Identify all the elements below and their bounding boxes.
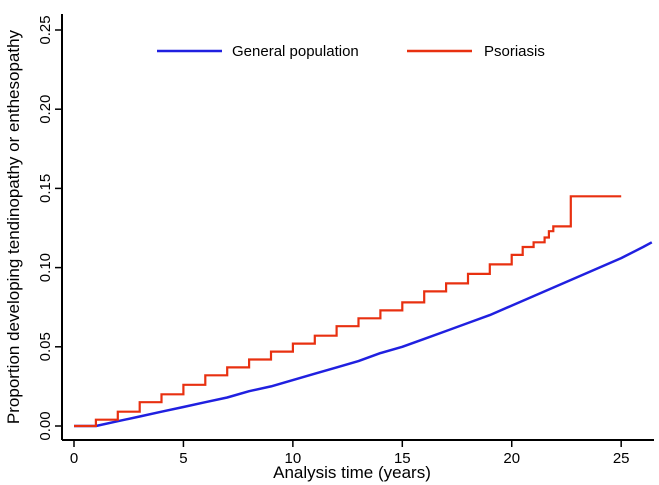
y-tick-label: 0.05 xyxy=(37,332,54,361)
y-tick-label: 0.20 xyxy=(37,95,54,124)
series-line-psoriasis xyxy=(74,195,622,428)
series-line-general-population xyxy=(74,241,653,428)
y-ticks: 0.00 0.05 0.10 0.15 0.20 0.25 xyxy=(37,15,62,441)
y-tick-label: 0.15 xyxy=(37,174,54,203)
x-tick-label: 10 xyxy=(285,450,302,467)
x-tick-label: 15 xyxy=(394,450,411,467)
x-tick-label: 5 xyxy=(179,450,187,467)
y-tick-label: 0.00 xyxy=(37,411,54,440)
legend-label-general-population: General population xyxy=(232,43,359,60)
y-axis-title: Proportion developing tendinopathy or en… xyxy=(4,29,23,424)
x-tick-label: 0 xyxy=(70,450,78,467)
legend-label-psoriasis: Psoriasis xyxy=(484,43,545,60)
y-tick-label: 0.10 xyxy=(37,253,54,282)
legend: General population Psoriasis xyxy=(157,43,545,60)
x-tick-label: 25 xyxy=(613,450,630,467)
series-layer xyxy=(74,195,653,428)
x-axis-title: Analysis time (years) xyxy=(273,463,431,482)
x-ticks: 0 5 10 15 20 25 xyxy=(70,440,630,467)
plot-frame xyxy=(61,14,654,441)
x-tick-label: 20 xyxy=(503,450,520,467)
y-tick-label: 0.25 xyxy=(37,15,54,44)
